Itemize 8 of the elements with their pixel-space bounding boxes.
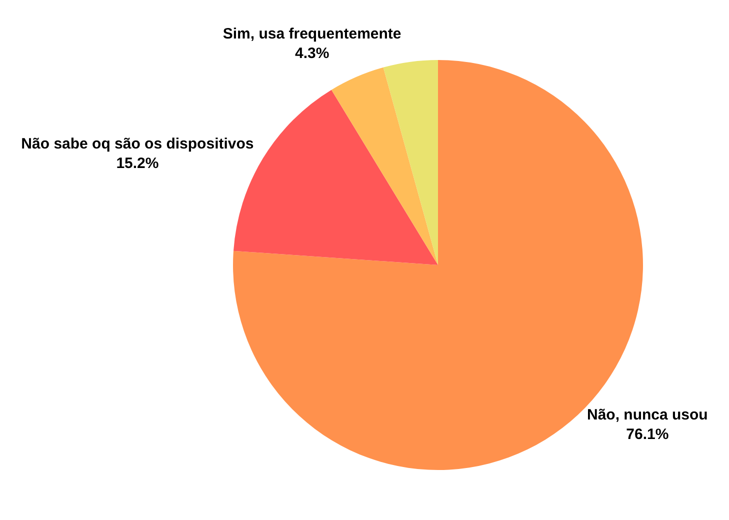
pie-slice <box>331 67 438 265</box>
slice-label: Não sabe oq são os dispositivos <box>21 135 254 152</box>
data-label: 15.2% <box>116 154 159 172</box>
slice-label: Sim, usa frequentemente <box>222 26 402 43</box>
data-label: 4.3% <box>294 45 330 62</box>
slice-label: Não, nunca usou <box>586 406 708 424</box>
data-label: 76.1% <box>626 426 669 443</box>
pie-slice <box>383 60 438 265</box>
